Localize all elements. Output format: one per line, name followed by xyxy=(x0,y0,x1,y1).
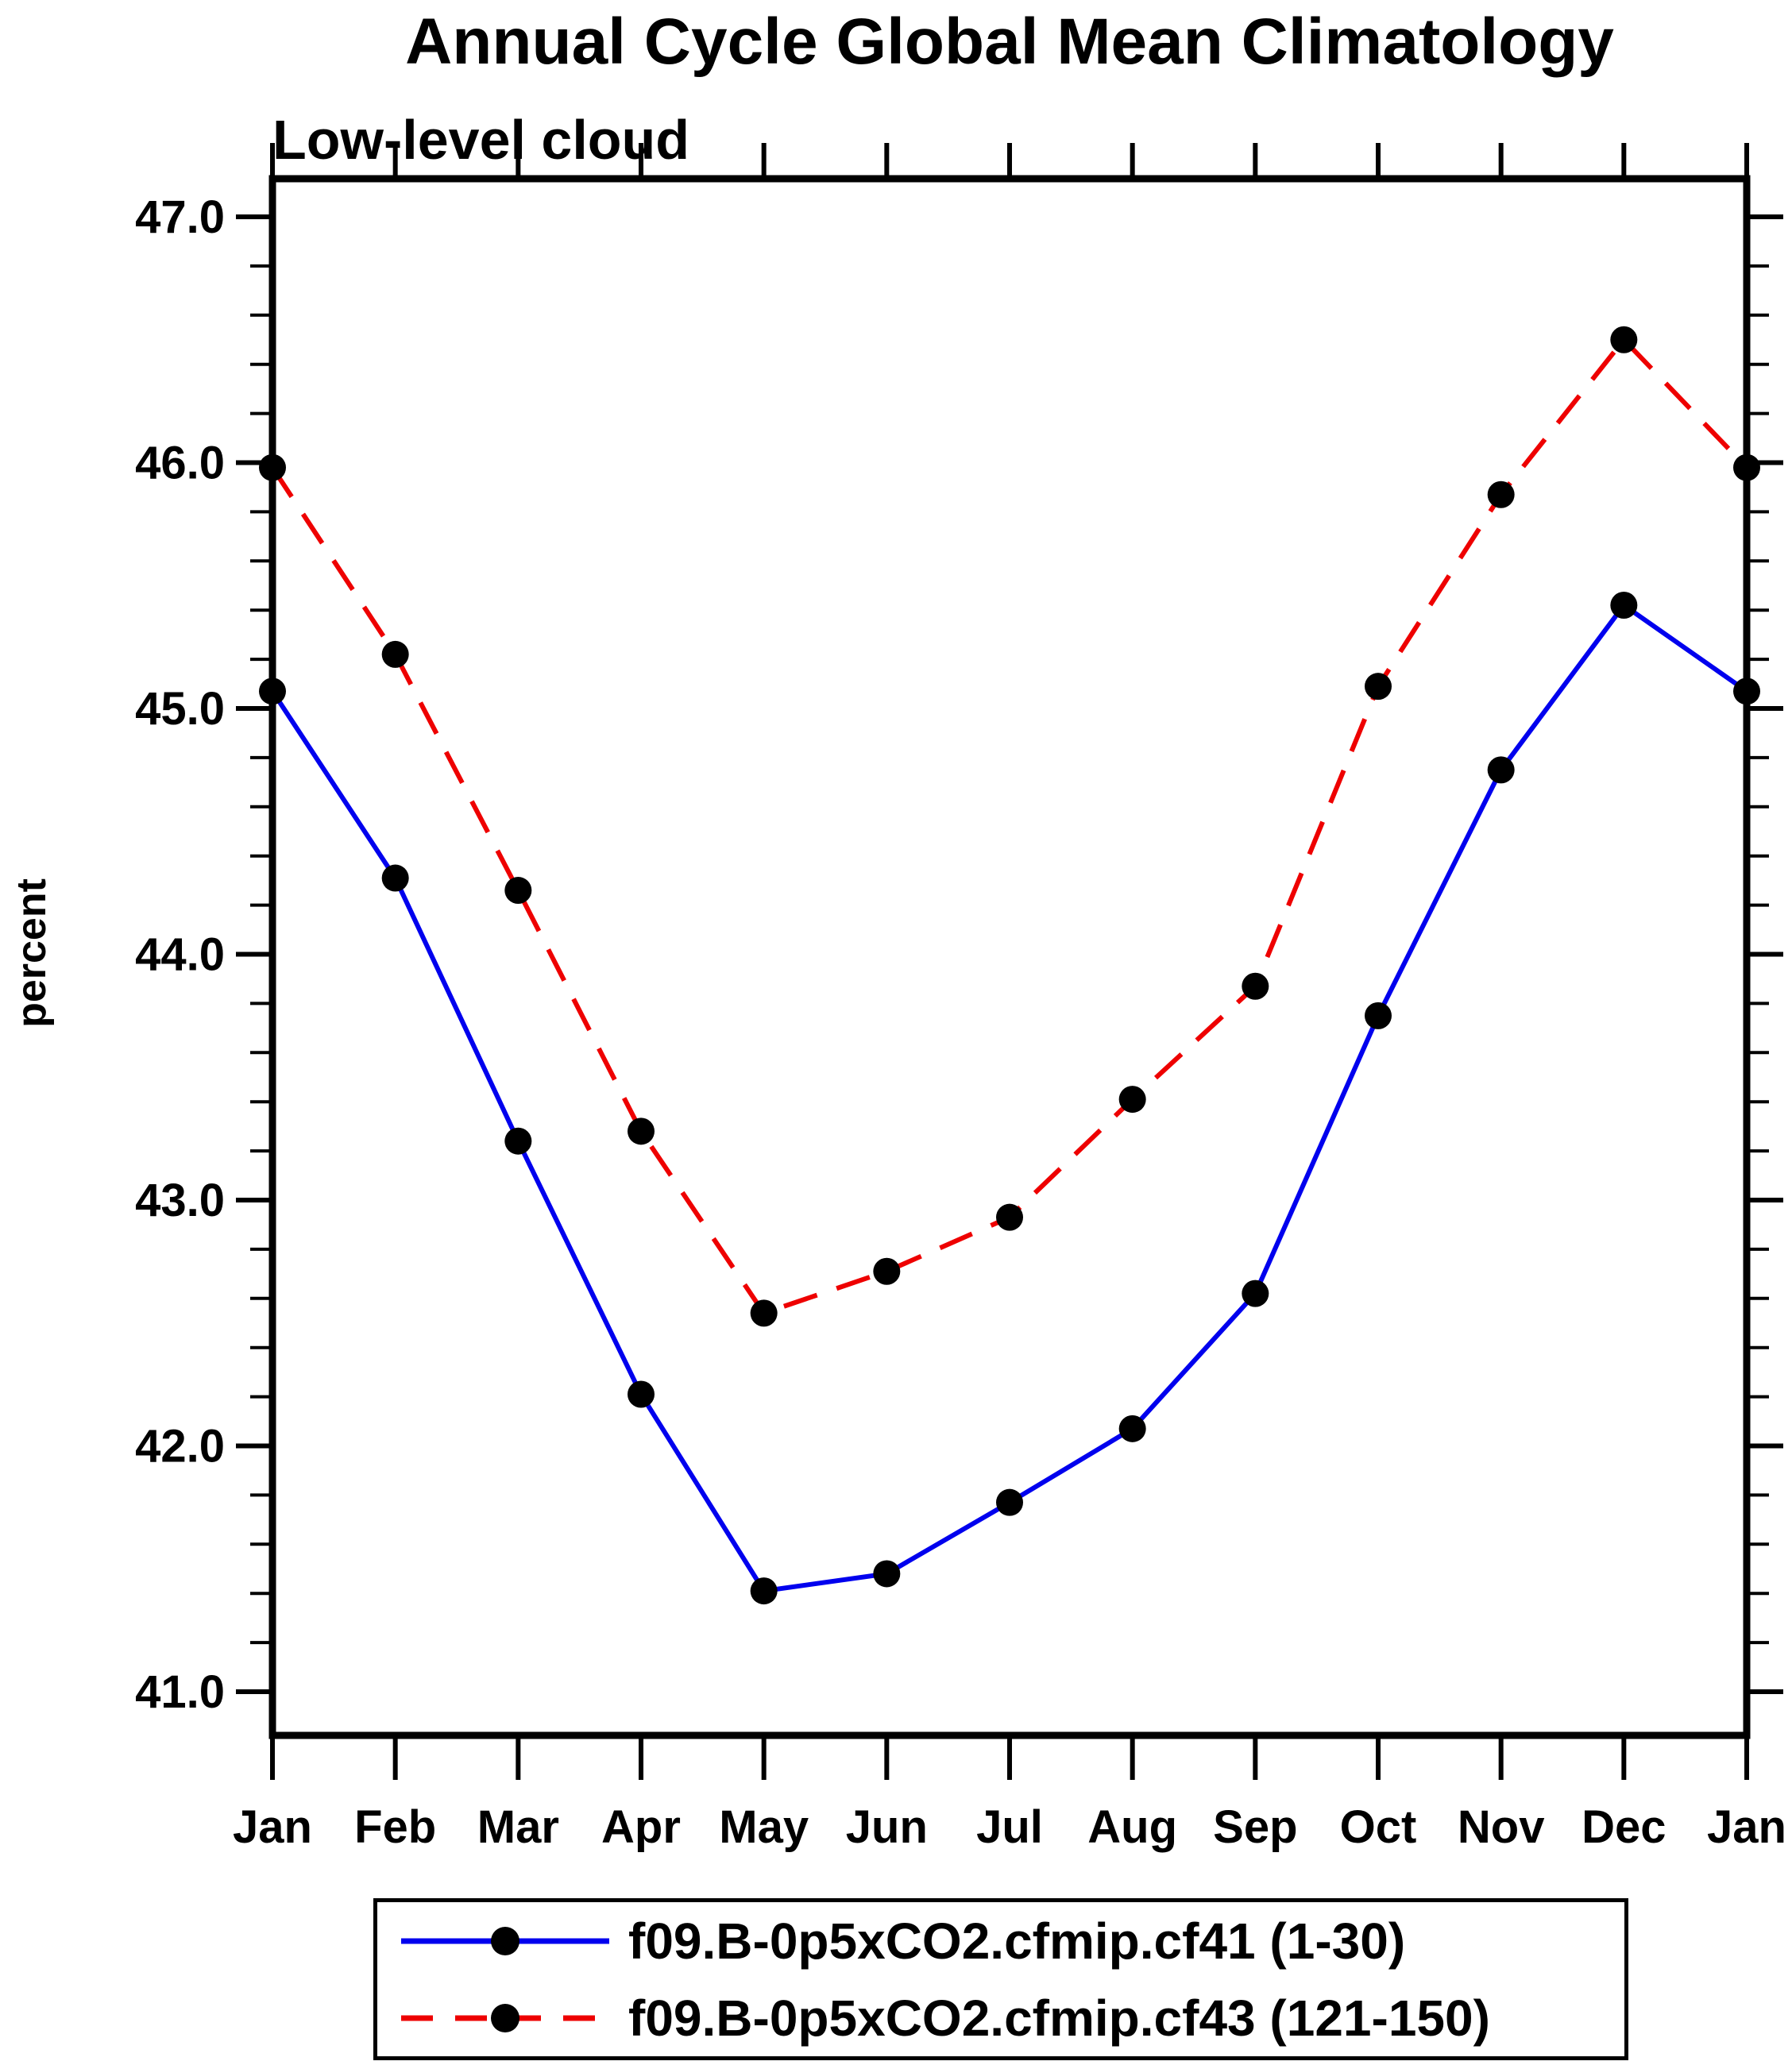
y-tick-label: 46.0 xyxy=(135,438,225,489)
x-tick-label: Feb xyxy=(354,1801,436,1853)
x-tick-label: Jun xyxy=(846,1801,928,1853)
data-point-marker xyxy=(1610,326,1638,353)
data-point-marker xyxy=(996,1488,1023,1516)
data-point-marker xyxy=(873,1257,901,1285)
data-point-marker xyxy=(628,1117,655,1145)
y-tick-label: 42.0 xyxy=(135,1421,225,1473)
data-point-marker xyxy=(1242,1280,1269,1307)
chart-subtitle: Low-level cloud xyxy=(272,109,690,171)
legend-marker-cf41 xyxy=(491,1926,519,1955)
data-point-marker xyxy=(259,677,286,705)
data-point-marker xyxy=(1118,1415,1146,1442)
legend-label-cf43: f09.B-0p5xCO2.cfmip.cf43 (121-150) xyxy=(628,1989,1490,2047)
data-point-marker xyxy=(1365,673,1392,701)
legend-item-cf41: f09.B-0p5xCO2.cfmip.cf41 (1-30) xyxy=(398,1916,1624,1967)
data-point-marker xyxy=(1733,677,1760,705)
data-point-marker xyxy=(1733,454,1760,481)
data-point-marker xyxy=(1365,1002,1392,1029)
chart-title: Annual Cycle Global Mean Climatology xyxy=(405,6,1614,78)
y-tick-label: 43.0 xyxy=(135,1175,225,1226)
y-tick-label: 45.0 xyxy=(135,683,225,735)
legend-box: f09.B-0p5xCO2.cfmip.cf41 (1-30) f09.B-0p… xyxy=(373,1898,1628,2060)
data-point-marker xyxy=(1487,481,1515,508)
data-point-marker xyxy=(504,877,532,905)
data-point-marker xyxy=(873,1560,901,1588)
data-point-marker xyxy=(1242,972,1269,1000)
data-point-marker xyxy=(996,1203,1023,1231)
legend-sample-dashed-line xyxy=(401,2003,609,2032)
x-tick-label: Jan xyxy=(1707,1801,1786,1853)
x-tick-label: May xyxy=(719,1801,809,1853)
legend-item-cf43: f09.B-0p5xCO2.cfmip.cf43 (121-150) xyxy=(398,1993,1624,2044)
x-tick-label: Jul xyxy=(976,1801,1043,1853)
data-point-marker xyxy=(381,640,409,668)
x-tick-label: Apr xyxy=(601,1801,681,1853)
x-tick-label: Aug xyxy=(1087,1801,1177,1853)
data-point-marker xyxy=(259,454,286,481)
legend-sample-solid-line xyxy=(401,1926,609,1955)
x-tick-label: Nov xyxy=(1458,1801,1545,1853)
data-point-marker xyxy=(504,1127,532,1155)
data-point-marker xyxy=(1487,756,1515,784)
data-point-marker xyxy=(750,1577,778,1605)
x-tick-label: Jan xyxy=(233,1801,312,1853)
data-point-marker xyxy=(750,1299,778,1327)
y-tick-label: 47.0 xyxy=(135,191,225,243)
x-tick-label: Oct xyxy=(1340,1801,1417,1853)
data-point-marker xyxy=(381,864,409,892)
data-point-marker xyxy=(1118,1086,1146,1114)
y-tick-label: 44.0 xyxy=(135,929,225,981)
y-tick-label: 41.0 xyxy=(135,1666,225,1718)
data-point-marker xyxy=(1610,592,1638,620)
legend-label-cf41: f09.B-0p5xCO2.cfmip.cf41 (1-30) xyxy=(628,1912,1406,1970)
series-line-cf43 xyxy=(270,336,1749,1316)
legend-marker-cf43 xyxy=(491,2003,519,2032)
data-point-marker xyxy=(628,1380,655,1408)
x-tick-label: Mar xyxy=(477,1801,559,1853)
x-tick-label: Sep xyxy=(1213,1801,1297,1853)
x-tick-label: Dec xyxy=(1582,1801,1666,1853)
series-line-cf41 xyxy=(270,601,1748,1594)
